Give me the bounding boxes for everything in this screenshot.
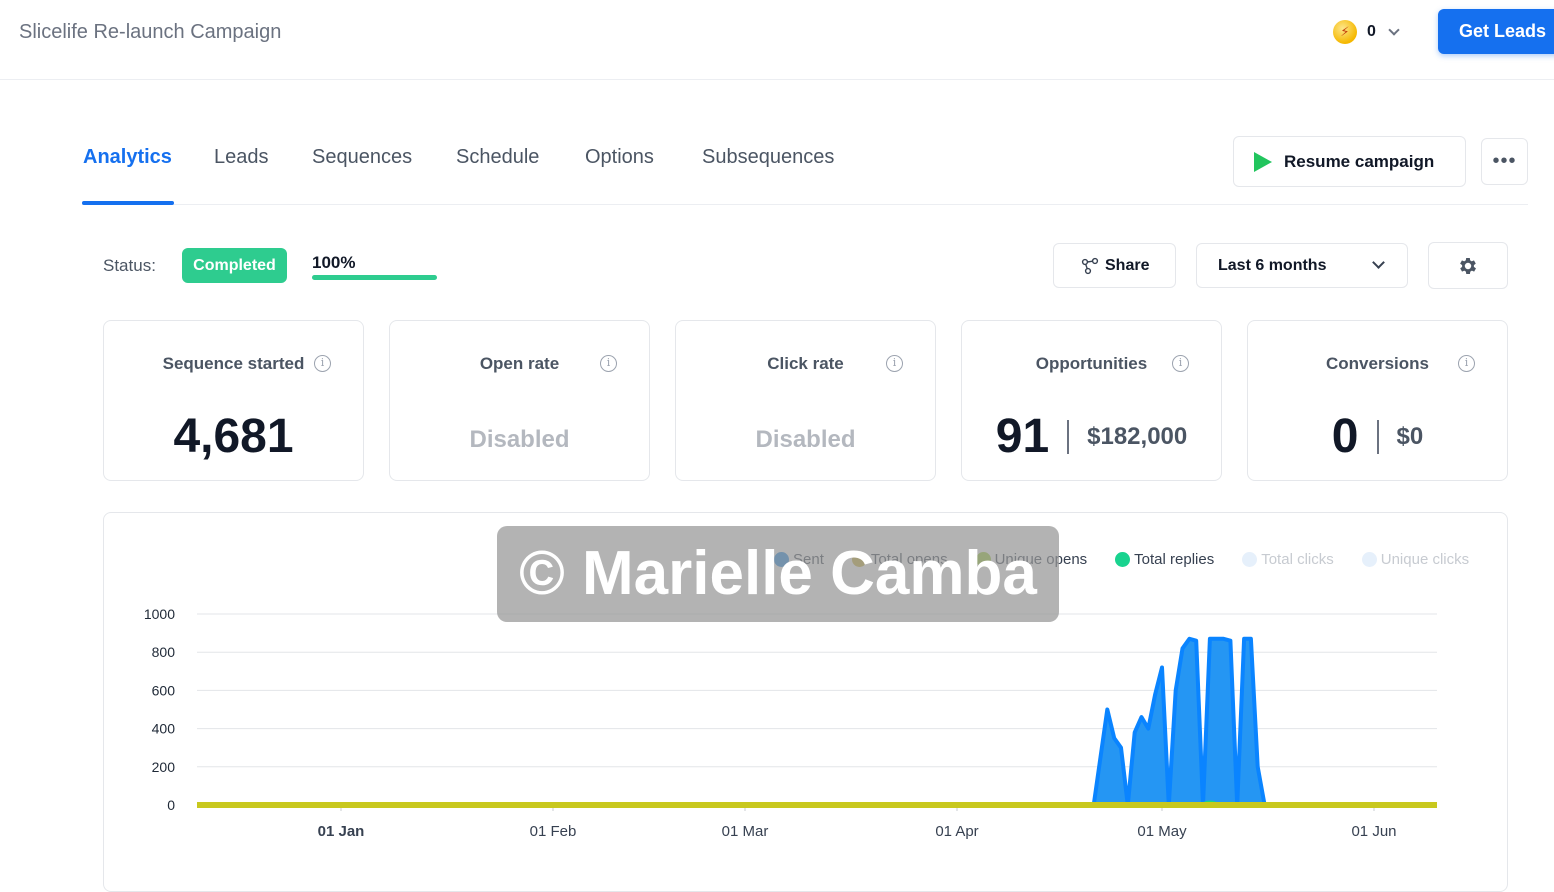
legend-label: Total replies [1134,551,1215,568]
info-icon[interactable]: i [1458,355,1475,372]
card-amount: $0 [1396,422,1424,450]
legend-label: Total clicks [1261,551,1334,568]
share-icon [1081,257,1099,274]
gear-icon [1460,257,1476,274]
chevron-down-icon [1388,24,1400,36]
tab-analytics[interactable]: Analytics [83,146,172,168]
legend-item[interactable]: Total clicks [1242,551,1334,568]
card-title: Open rate [479,354,560,373]
divider [1067,419,1070,454]
resume-campaign-button[interactable]: Resume campaign [1233,136,1466,187]
card-value: Disabled [755,426,856,453]
card-title: Sequence started [162,354,305,373]
credits-count: 0 [1367,23,1376,40]
card-value: Disabled [469,426,570,453]
tab-schedule[interactable]: Schedule [456,146,540,168]
chevron-down-icon [1372,256,1385,269]
info-icon[interactable]: i [314,355,331,372]
card-click-rate: Click rate i Disabled [675,320,936,481]
date-range-select[interactable]: Last 6 months [1196,243,1408,288]
get-leads-button[interactable]: Get Leads [1438,9,1554,54]
legend-dot [1242,552,1258,567]
card-title: Click rate [767,354,844,373]
card-value: 0 [1331,410,1359,463]
card-title: Opportunities [1035,354,1148,373]
card-title: Conversions [1326,354,1429,373]
legend-dot [1361,552,1377,567]
campaign-tabs: Analytics Leads Sequences Schedule Optio… [82,140,1528,205]
more-icon: ••• [1492,150,1517,172]
card-sequence-started: Sequence started i 4,681 [103,320,364,481]
date-range-value: Last 6 months [1218,257,1327,274]
card-opportunities: Opportunities i 91 $182,000 [961,320,1222,481]
more-options-button[interactable]: ••• [1481,138,1528,185]
share-label: Share [1105,256,1150,274]
card-open-rate: Open rate i Disabled [389,320,650,481]
status-badge: Completed [182,248,287,283]
progress-bar [312,275,437,280]
tab-subsequences[interactable]: Subsequences [702,146,835,168]
resume-campaign-label: Resume campaign [1284,151,1435,171]
lightning-icon: ⚡ [1333,20,1357,44]
divider [1376,419,1379,454]
watermark: © Marielle Camba [497,526,1059,622]
campaign-title: Slicelife Re-launch Campaign [19,21,282,43]
tab-leads[interactable]: Leads [214,146,269,168]
share-button[interactable]: Share [1053,243,1176,288]
card-value-group: 91 $182,000 [962,409,1221,464]
credits-dropdown[interactable]: ⚡ 0 [1333,18,1400,46]
card-amount: $182,000 [1087,422,1188,450]
play-icon [1254,151,1272,172]
settings-button[interactable] [1428,242,1508,289]
tab-sequences[interactable]: Sequences [312,146,413,168]
progress-bar-fill [312,275,437,280]
top-bar: Slicelife Re-launch Campaign ⚡ 0 Get Lea… [0,0,1554,80]
card-value: 4,681 [173,410,294,463]
info-icon[interactable]: i [886,355,903,372]
legend-item[interactable]: Unique clicks [1361,551,1470,568]
legend-dot [1115,552,1131,567]
card-value-group: 0 $0 [1248,409,1507,464]
card-conversions: Conversions i 0 $0 [1247,320,1508,481]
info-icon[interactable]: i [1172,355,1189,372]
progress-percent: 100% [312,253,356,272]
card-value: 91 [995,410,1050,463]
info-icon[interactable]: i [600,355,617,372]
legend-label: Unique clicks [1380,551,1470,568]
active-tab-indicator [82,201,174,205]
legend-item[interactable]: Total replies [1115,551,1214,568]
status-label: Status: [103,256,156,275]
tab-options[interactable]: Options [585,146,654,168]
